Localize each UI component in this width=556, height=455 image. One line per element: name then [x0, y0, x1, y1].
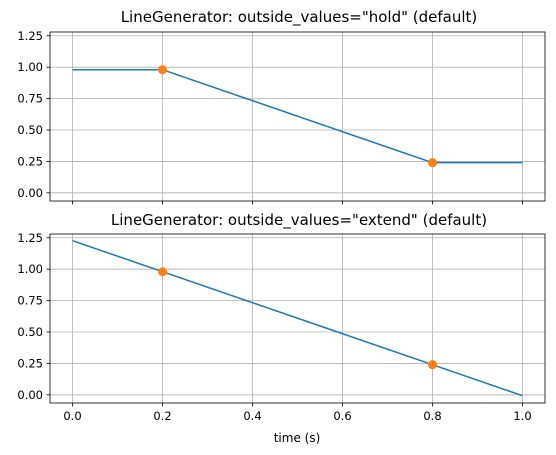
series-line-extend	[72, 239, 523, 397]
series-hold	[72, 65, 523, 168]
y-axis-hold: 0.00 0.25 0.50 0.75 1.00 1.25	[17, 29, 50, 200]
y-tick-label: 0.75	[17, 92, 43, 106]
y-tick-label: 0.25	[17, 154, 43, 168]
x-axis-label: time (s)	[274, 431, 321, 445]
data-point-extend	[428, 360, 437, 370]
y-tick-label: 1.00	[17, 60, 43, 74]
y-tick-label: 0.00	[17, 186, 43, 200]
x-tick-label: 0.8	[423, 409, 441, 423]
y-tick-label: 1.25	[17, 29, 43, 43]
x-axis-hold	[72, 201, 523, 205]
y-tick-label: 1.25	[17, 231, 43, 245]
data-point-hold	[428, 158, 437, 168]
data-point-extend	[158, 267, 167, 277]
chart-title-hold: LineGenerator: outside_values="hold" (de…	[121, 8, 478, 27]
y-tick-label: 1.00	[17, 262, 43, 276]
grid-hold	[50, 32, 545, 201]
axes-frame-extend	[49, 233, 546, 404]
x-tick-label: 0.2	[153, 409, 171, 423]
x-tick-label: 0.4	[243, 409, 261, 423]
x-tick-label: 0.0	[63, 409, 81, 423]
y-tick-label: 0.50	[17, 123, 43, 137]
y-tick-label: 0.00	[17, 388, 43, 402]
series-line-hold	[72, 68, 523, 164]
series-extend	[72, 239, 523, 397]
y-axis-extend: 0.00 0.25 0.50 0.75 1.00 1.25	[17, 231, 50, 402]
x-tick-label: 1.0	[513, 409, 531, 423]
grid-extend	[50, 234, 545, 403]
chart-title-extend: LineGenerator: outside_values="extend" (…	[111, 211, 487, 230]
subplot-hold: LineGenerator: outside_values="hold" (de…	[17, 8, 546, 205]
x-tick-label: 0.6	[333, 409, 351, 423]
y-tick-label: 0.50	[17, 325, 43, 339]
axes-frame-hold	[49, 31, 546, 202]
y-tick-label: 0.25	[17, 356, 43, 370]
data-point-hold	[158, 65, 167, 75]
y-tick-label: 0.75	[17, 294, 43, 308]
x-axis-extend: 0.0 0.2 0.4 0.6 0.8 1.0	[63, 403, 532, 423]
subplot-extend: LineGenerator: outside_values="extend" (…	[17, 211, 546, 445]
